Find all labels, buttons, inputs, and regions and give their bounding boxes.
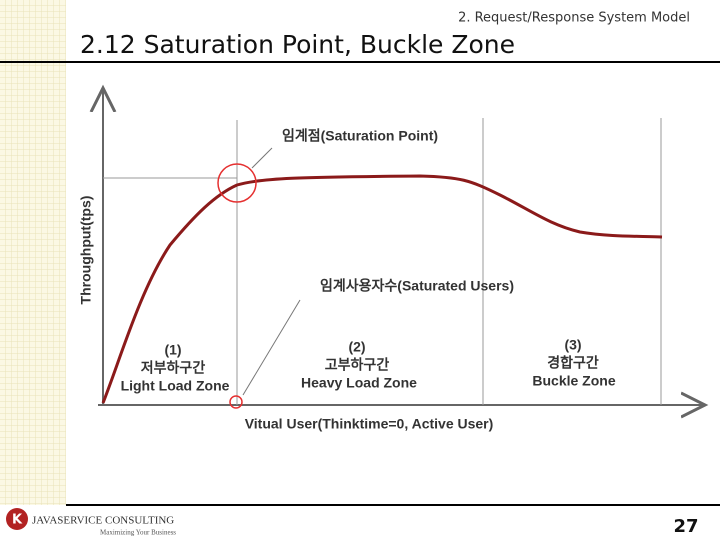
zone-english: Heavy Load Zone [301,375,417,391]
diagram: Throughput(tps) Vitual User(Thinktime=0,… [78,88,705,432]
logo-letter: K [12,513,23,528]
slide-title: 2.12 Saturation Point, Buckle Zone [80,30,515,59]
x-axis-label: Vitual User(Thinktime=0, Active User) [245,416,494,432]
company-name: JAVASERVICE CONSULTING [32,515,174,527]
zone-english: Buckle Zone [532,373,615,389]
logo-mark [6,508,28,530]
zone-korean: 저부하구간 [141,360,206,376]
zone-english: Light Load Zone [121,378,230,394]
annotation: 임계사용자수(Saturated Users) [320,278,514,294]
y-axis-label: Throughput(tps) [78,196,94,305]
zone-korean: 경합구간 [547,355,599,371]
side-strip [0,0,66,505]
zone-number: (2) [348,339,365,355]
company-tagline: Maximizing Your Business [100,529,176,537]
annotation: 임계점(Saturation Point) [282,128,438,144]
zone-korean: 고부하구간 [325,357,390,373]
throughput-curve [101,174,663,404]
pointer [242,299,301,396]
page-number: 27 [673,516,698,537]
saturation-circle [217,163,257,203]
zone-number: (1) [164,342,181,358]
pointer [251,147,273,169]
users-circle [229,395,243,409]
zone-number: (3) [564,337,581,353]
section-name: 2. Request/Response System Model [458,11,690,26]
